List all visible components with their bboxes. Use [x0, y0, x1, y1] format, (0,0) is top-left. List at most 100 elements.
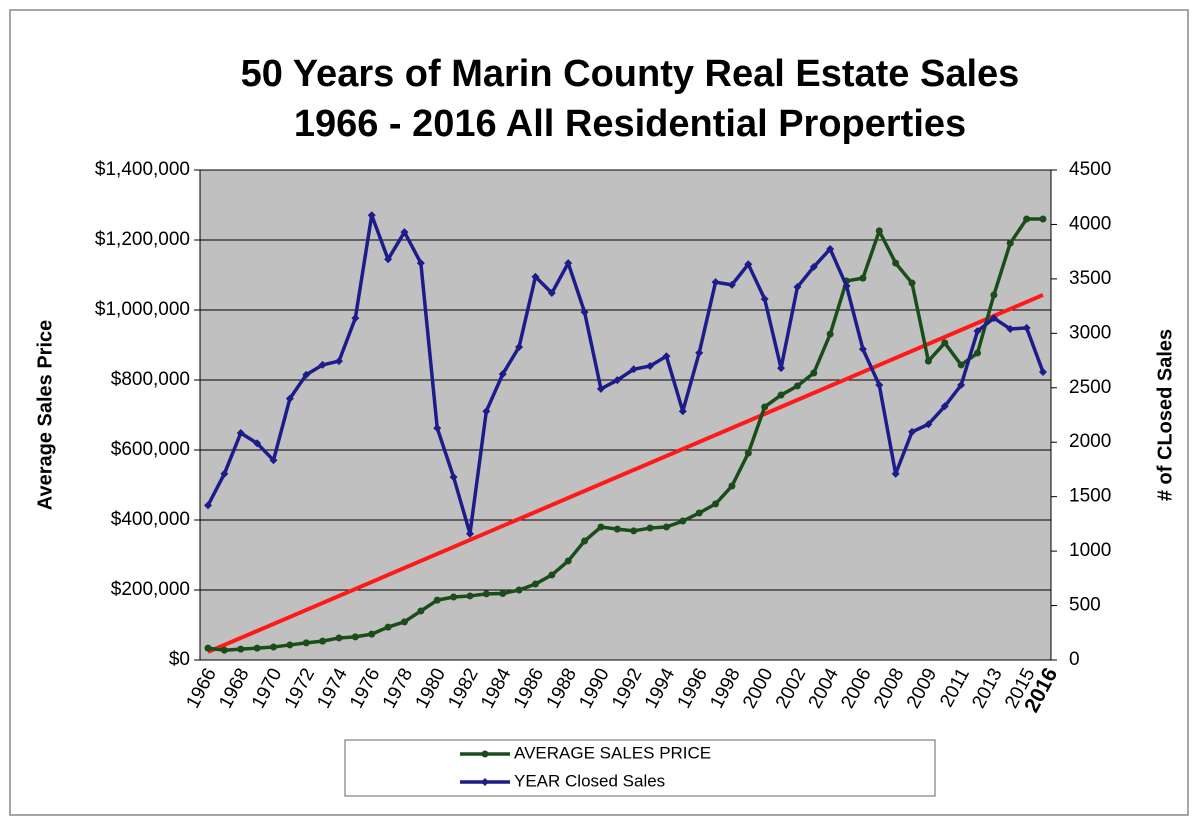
point — [858, 345, 867, 354]
point — [580, 308, 589, 317]
point — [711, 278, 720, 287]
point — [727, 280, 736, 289]
point — [924, 357, 932, 365]
point — [679, 517, 687, 525]
point — [761, 403, 769, 411]
point — [891, 469, 900, 478]
point — [466, 592, 474, 600]
y-tick-label: $800,000 — [111, 369, 190, 390]
point — [712, 500, 720, 508]
point — [924, 420, 933, 429]
plot-area — [199, 169, 1052, 661]
point — [613, 376, 622, 385]
point — [596, 384, 605, 393]
trend-line — [207, 293, 1044, 654]
point — [564, 259, 573, 268]
point — [236, 428, 245, 437]
point — [465, 529, 474, 538]
point — [957, 361, 965, 369]
point — [908, 427, 917, 436]
point — [662, 523, 670, 531]
point — [302, 639, 310, 647]
point — [630, 527, 638, 535]
point — [237, 645, 245, 653]
point — [581, 537, 589, 545]
legend-marker — [481, 778, 489, 786]
point — [253, 644, 261, 652]
y2-tick-label: 3000 — [1069, 322, 1111, 343]
y-axis-title: Average Sales Price — [34, 320, 56, 511]
legend-marker — [481, 750, 489, 758]
legend-label: AVERAGE SALES PRICE — [514, 743, 711, 762]
y2-tick-label: 1000 — [1069, 540, 1111, 561]
point — [744, 260, 753, 269]
point — [744, 449, 752, 457]
point — [285, 394, 294, 403]
point — [269, 456, 278, 465]
y2-tick-label: 0 — [1069, 649, 1080, 670]
point — [646, 362, 655, 370]
point — [433, 596, 441, 604]
point — [499, 590, 507, 597]
point — [204, 501, 212, 510]
point — [908, 279, 916, 287]
y-tick-label: $1,000,000 — [95, 299, 190, 320]
point — [1039, 215, 1047, 223]
point — [875, 227, 883, 235]
point — [384, 623, 392, 631]
point — [400, 618, 408, 626]
point — [892, 259, 900, 267]
point — [875, 381, 884, 390]
point — [1022, 323, 1031, 332]
point — [482, 407, 491, 416]
legend-label: YEAR Closed Sales — [514, 771, 665, 790]
point — [973, 327, 982, 336]
y-tick-label: $600,000 — [111, 439, 190, 460]
point — [531, 580, 539, 588]
point — [826, 330, 834, 338]
point — [940, 402, 949, 411]
point — [842, 281, 851, 290]
y-tick-label: $0 — [169, 649, 190, 670]
point — [793, 283, 802, 292]
series-line — [206, 213, 1045, 536]
point — [449, 473, 458, 482]
point — [269, 643, 277, 651]
point — [777, 391, 785, 399]
point — [498, 370, 507, 379]
point — [384, 255, 393, 264]
point — [695, 509, 703, 517]
point — [417, 607, 425, 615]
y2-tick-label: 500 — [1069, 595, 1101, 616]
point — [220, 469, 229, 478]
point — [1006, 239, 1014, 247]
point — [809, 262, 818, 271]
point — [564, 557, 572, 565]
series-line — [207, 217, 1043, 652]
point — [302, 370, 311, 379]
point — [728, 482, 736, 490]
point — [1039, 367, 1047, 376]
y-tick-label: $1,400,000 — [95, 159, 190, 180]
point — [597, 523, 605, 531]
point — [646, 524, 654, 532]
point — [416, 259, 425, 268]
point — [974, 349, 982, 357]
y2-tick-label: 2500 — [1069, 377, 1111, 398]
point — [335, 634, 343, 642]
point — [547, 289, 556, 298]
point — [613, 525, 621, 533]
point — [450, 593, 458, 601]
point — [1023, 215, 1031, 223]
point — [220, 646, 228, 654]
point — [368, 630, 376, 638]
point — [826, 244, 835, 253]
y2-tick-label: 1500 — [1069, 486, 1111, 507]
point — [515, 342, 524, 351]
point — [400, 228, 409, 237]
point — [810, 369, 818, 377]
point — [367, 211, 376, 220]
point — [253, 439, 262, 448]
point — [204, 644, 212, 652]
